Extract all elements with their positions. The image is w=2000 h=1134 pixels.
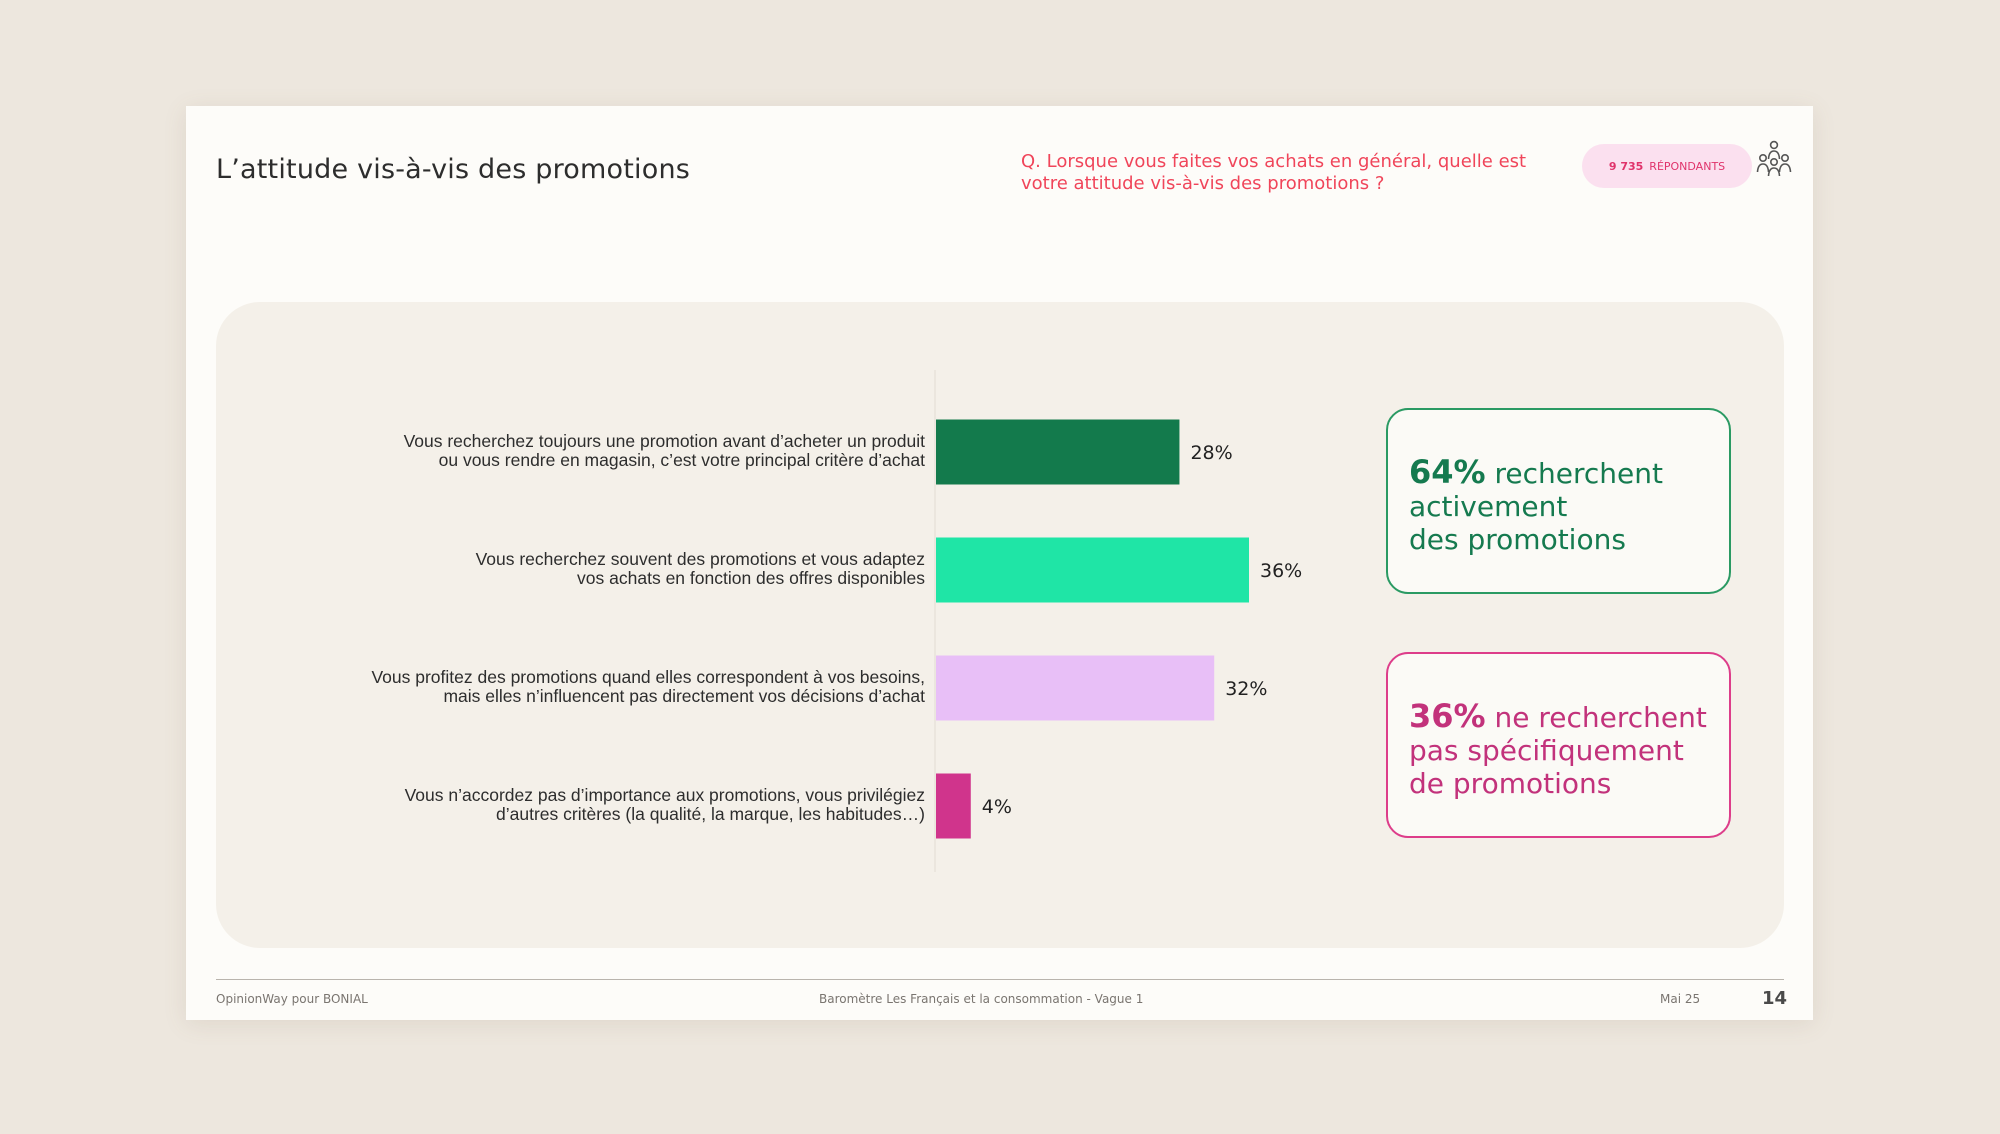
respondents-count: 9 735 [1608,159,1644,173]
category-label: Vous recherchez toujours une promotion a… [404,431,926,451]
bar [936,537,1249,603]
footer-date: Mai 25 [1660,992,1701,1006]
category-label: Vous n’accordez pas d’importance aux pro… [405,785,925,805]
bar-value-label: 32% [1225,678,1267,700]
callout-line: 64% recherchent [1409,453,1729,491]
callout-text: pas spécifiquement [1409,734,1684,767]
callout-percentage: 36% [1409,697,1486,735]
bar-value-label: 4% [982,796,1012,818]
category-label: mais elles n’influencent pas directement… [443,686,925,706]
respondents-badge: 9 735 RÉPONDANTS [1582,144,1752,188]
footer-divider [216,979,1784,980]
callout-text: de promotions [1409,767,1612,800]
callout-text: recherchent [1494,457,1663,490]
slide-title: L’attitude vis-à-vis des promotions [216,154,691,185]
category-label: ou vous rendre en magasin, c’est votre p… [439,450,925,470]
callout-text: ne recherchent [1494,701,1707,734]
callout-active-seekers: 64% recherchent activement des promotion… [1386,408,1731,594]
respondents-label: RÉPONDANTS [1649,159,1726,173]
page-number: 14 [1762,988,1788,1009]
callout-text: activement [1409,490,1568,523]
bar-value-label: 36% [1260,560,1302,582]
bar [936,419,1180,485]
bar-value-label: 28% [1190,442,1232,464]
callout-line: 36% ne recherchent [1409,697,1729,735]
callout-text: des promotions [1409,523,1626,556]
bar [936,773,971,839]
people-group-icon [1756,140,1792,177]
chart-panel: 28% Vous recherchez toujours une promotio… [216,302,1784,948]
slide: L’attitude vis-à-vis des promotions Q. L… [186,106,1813,1020]
bar [936,655,1215,721]
survey-question: Q. Lorsque vous faites vos achats en gén… [1021,151,1527,194]
footer-source: OpinionWay pour BONIAL [216,992,368,1006]
category-label: Vous recherchez souvent des promotions e… [476,549,925,569]
category-label: d’autres critères (la qualité, la marque… [496,804,925,824]
callout-percentage: 64% [1409,453,1486,491]
bar-chart: 28% Vous recherchez toujours une promotio… [371,370,1302,872]
category-label: vos achats en fonction des offres dispon… [577,568,925,588]
callout-non-seekers: 36% ne recherchent pas spécifiquement de… [1386,652,1731,838]
footer-study-name: Baromètre Les Français et la consommatio… [819,992,1144,1006]
category-label: Vous profitez des promotions quand elles… [371,667,925,687]
